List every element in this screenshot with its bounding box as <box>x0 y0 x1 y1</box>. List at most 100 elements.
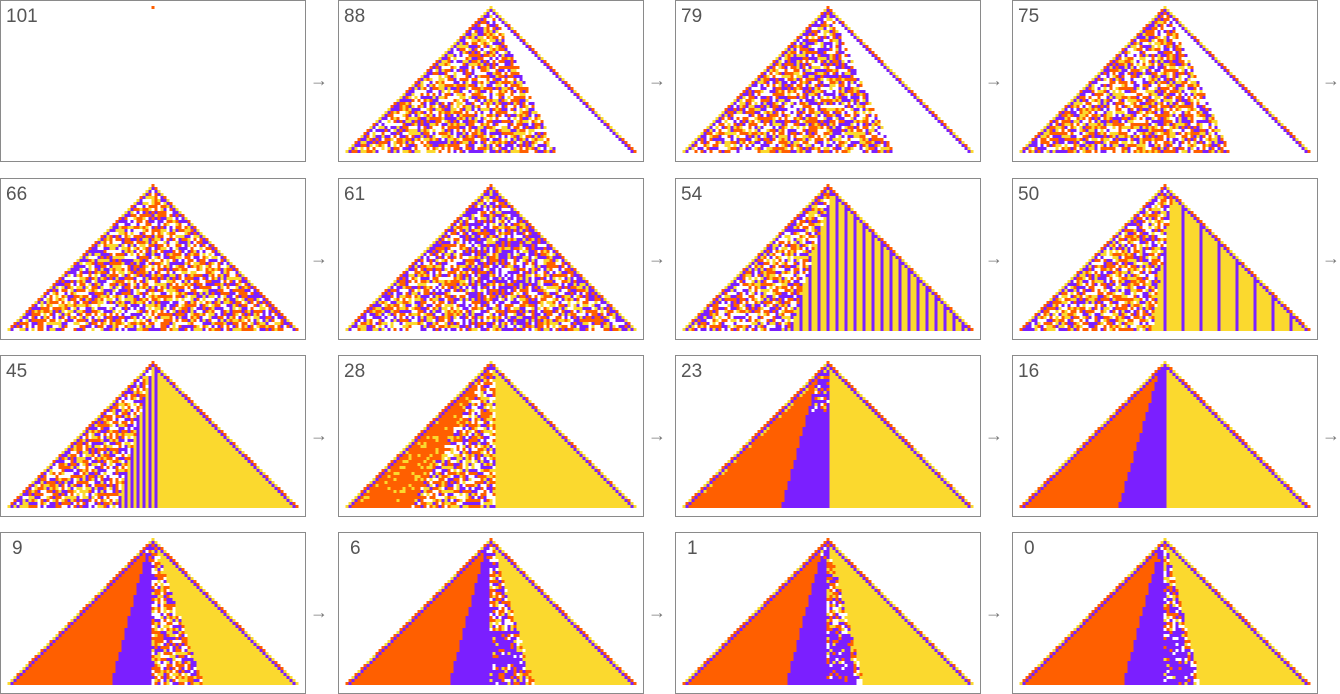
cell <box>1172 27 1176 30</box>
cell <box>802 45 809 48</box>
cell <box>124 325 128 328</box>
cell <box>142 304 146 307</box>
cell <box>1172 87 1176 90</box>
cell <box>1187 150 1191 153</box>
cell <box>1289 132 1293 135</box>
cell <box>265 325 269 328</box>
cell <box>519 102 523 105</box>
cell <box>1166 84 1170 87</box>
cell <box>793 39 797 42</box>
cell <box>1133 102 1137 105</box>
cell <box>187 319 191 322</box>
cell <box>510 129 517 132</box>
cell <box>1223 66 1227 69</box>
cell <box>1163 117 1167 120</box>
cell <box>1202 48 1206 51</box>
cell <box>253 319 257 322</box>
cell <box>1106 75 1110 78</box>
cell <box>826 6 830 9</box>
cell <box>528 45 532 48</box>
cell <box>477 108 481 111</box>
cell <box>495 102 499 105</box>
cell <box>528 229 535 232</box>
cell <box>498 217 502 220</box>
cell <box>450 223 454 226</box>
cell <box>1256 102 1260 105</box>
cell <box>148 193 152 196</box>
cell <box>1214 135 1218 138</box>
cell <box>420 117 427 120</box>
cell <box>829 57 833 60</box>
cell <box>1148 111 1152 114</box>
cell <box>1103 69 1110 72</box>
cell <box>160 304 167 307</box>
cell <box>1166 96 1170 99</box>
cell <box>832 141 836 144</box>
cell <box>865 102 869 105</box>
cell <box>751 99 755 102</box>
cell <box>417 138 421 141</box>
cell <box>169 235 173 238</box>
cell <box>262 301 266 304</box>
cell <box>1145 99 1149 102</box>
cell <box>399 99 412 102</box>
cell <box>139 259 143 262</box>
cell <box>799 99 803 102</box>
cell <box>154 283 167 286</box>
cell <box>1151 27 1158 30</box>
cell <box>769 90 776 93</box>
cell <box>793 42 797 45</box>
cell <box>507 126 511 129</box>
cell <box>151 226 155 229</box>
cell <box>1151 39 1155 42</box>
cell <box>510 141 514 144</box>
cell <box>163 223 167 226</box>
cell <box>832 99 836 102</box>
cell <box>471 81 478 84</box>
cell <box>853 36 857 39</box>
cell <box>850 141 860 144</box>
cell <box>1190 75 1194 78</box>
cell <box>151 292 155 295</box>
cell <box>1154 36 1158 39</box>
cell <box>769 66 773 69</box>
cell <box>94 262 98 265</box>
cell <box>790 57 803 60</box>
cell <box>1208 132 1212 135</box>
cell <box>411 120 415 123</box>
cell <box>468 126 472 129</box>
cell <box>1157 12 1161 15</box>
cell <box>58 298 62 301</box>
cell <box>793 117 797 120</box>
cell <box>160 193 164 196</box>
cell <box>223 295 227 298</box>
cell <box>1127 150 1131 153</box>
cell <box>498 54 502 57</box>
cell <box>465 147 472 150</box>
cell <box>489 54 493 57</box>
cell <box>465 220 469 223</box>
cell <box>841 42 845 45</box>
cell <box>808 45 812 48</box>
cell <box>160 316 170 319</box>
cell <box>763 120 770 123</box>
cell <box>703 141 707 144</box>
cell <box>94 268 98 271</box>
cell <box>456 87 460 90</box>
cell <box>1178 66 1185 69</box>
cell <box>1160 150 1164 153</box>
cell <box>739 96 743 99</box>
cell <box>465 117 469 120</box>
cell <box>742 117 749 120</box>
cell <box>826 66 830 69</box>
cell <box>489 202 496 205</box>
cell <box>220 328 224 331</box>
cell <box>124 211 128 214</box>
cell <box>1130 69 1140 72</box>
cell <box>522 232 526 235</box>
cell <box>757 126 761 129</box>
cell <box>868 129 875 132</box>
cell <box>510 30 514 33</box>
cell <box>778 54 782 57</box>
cell <box>456 93 463 96</box>
